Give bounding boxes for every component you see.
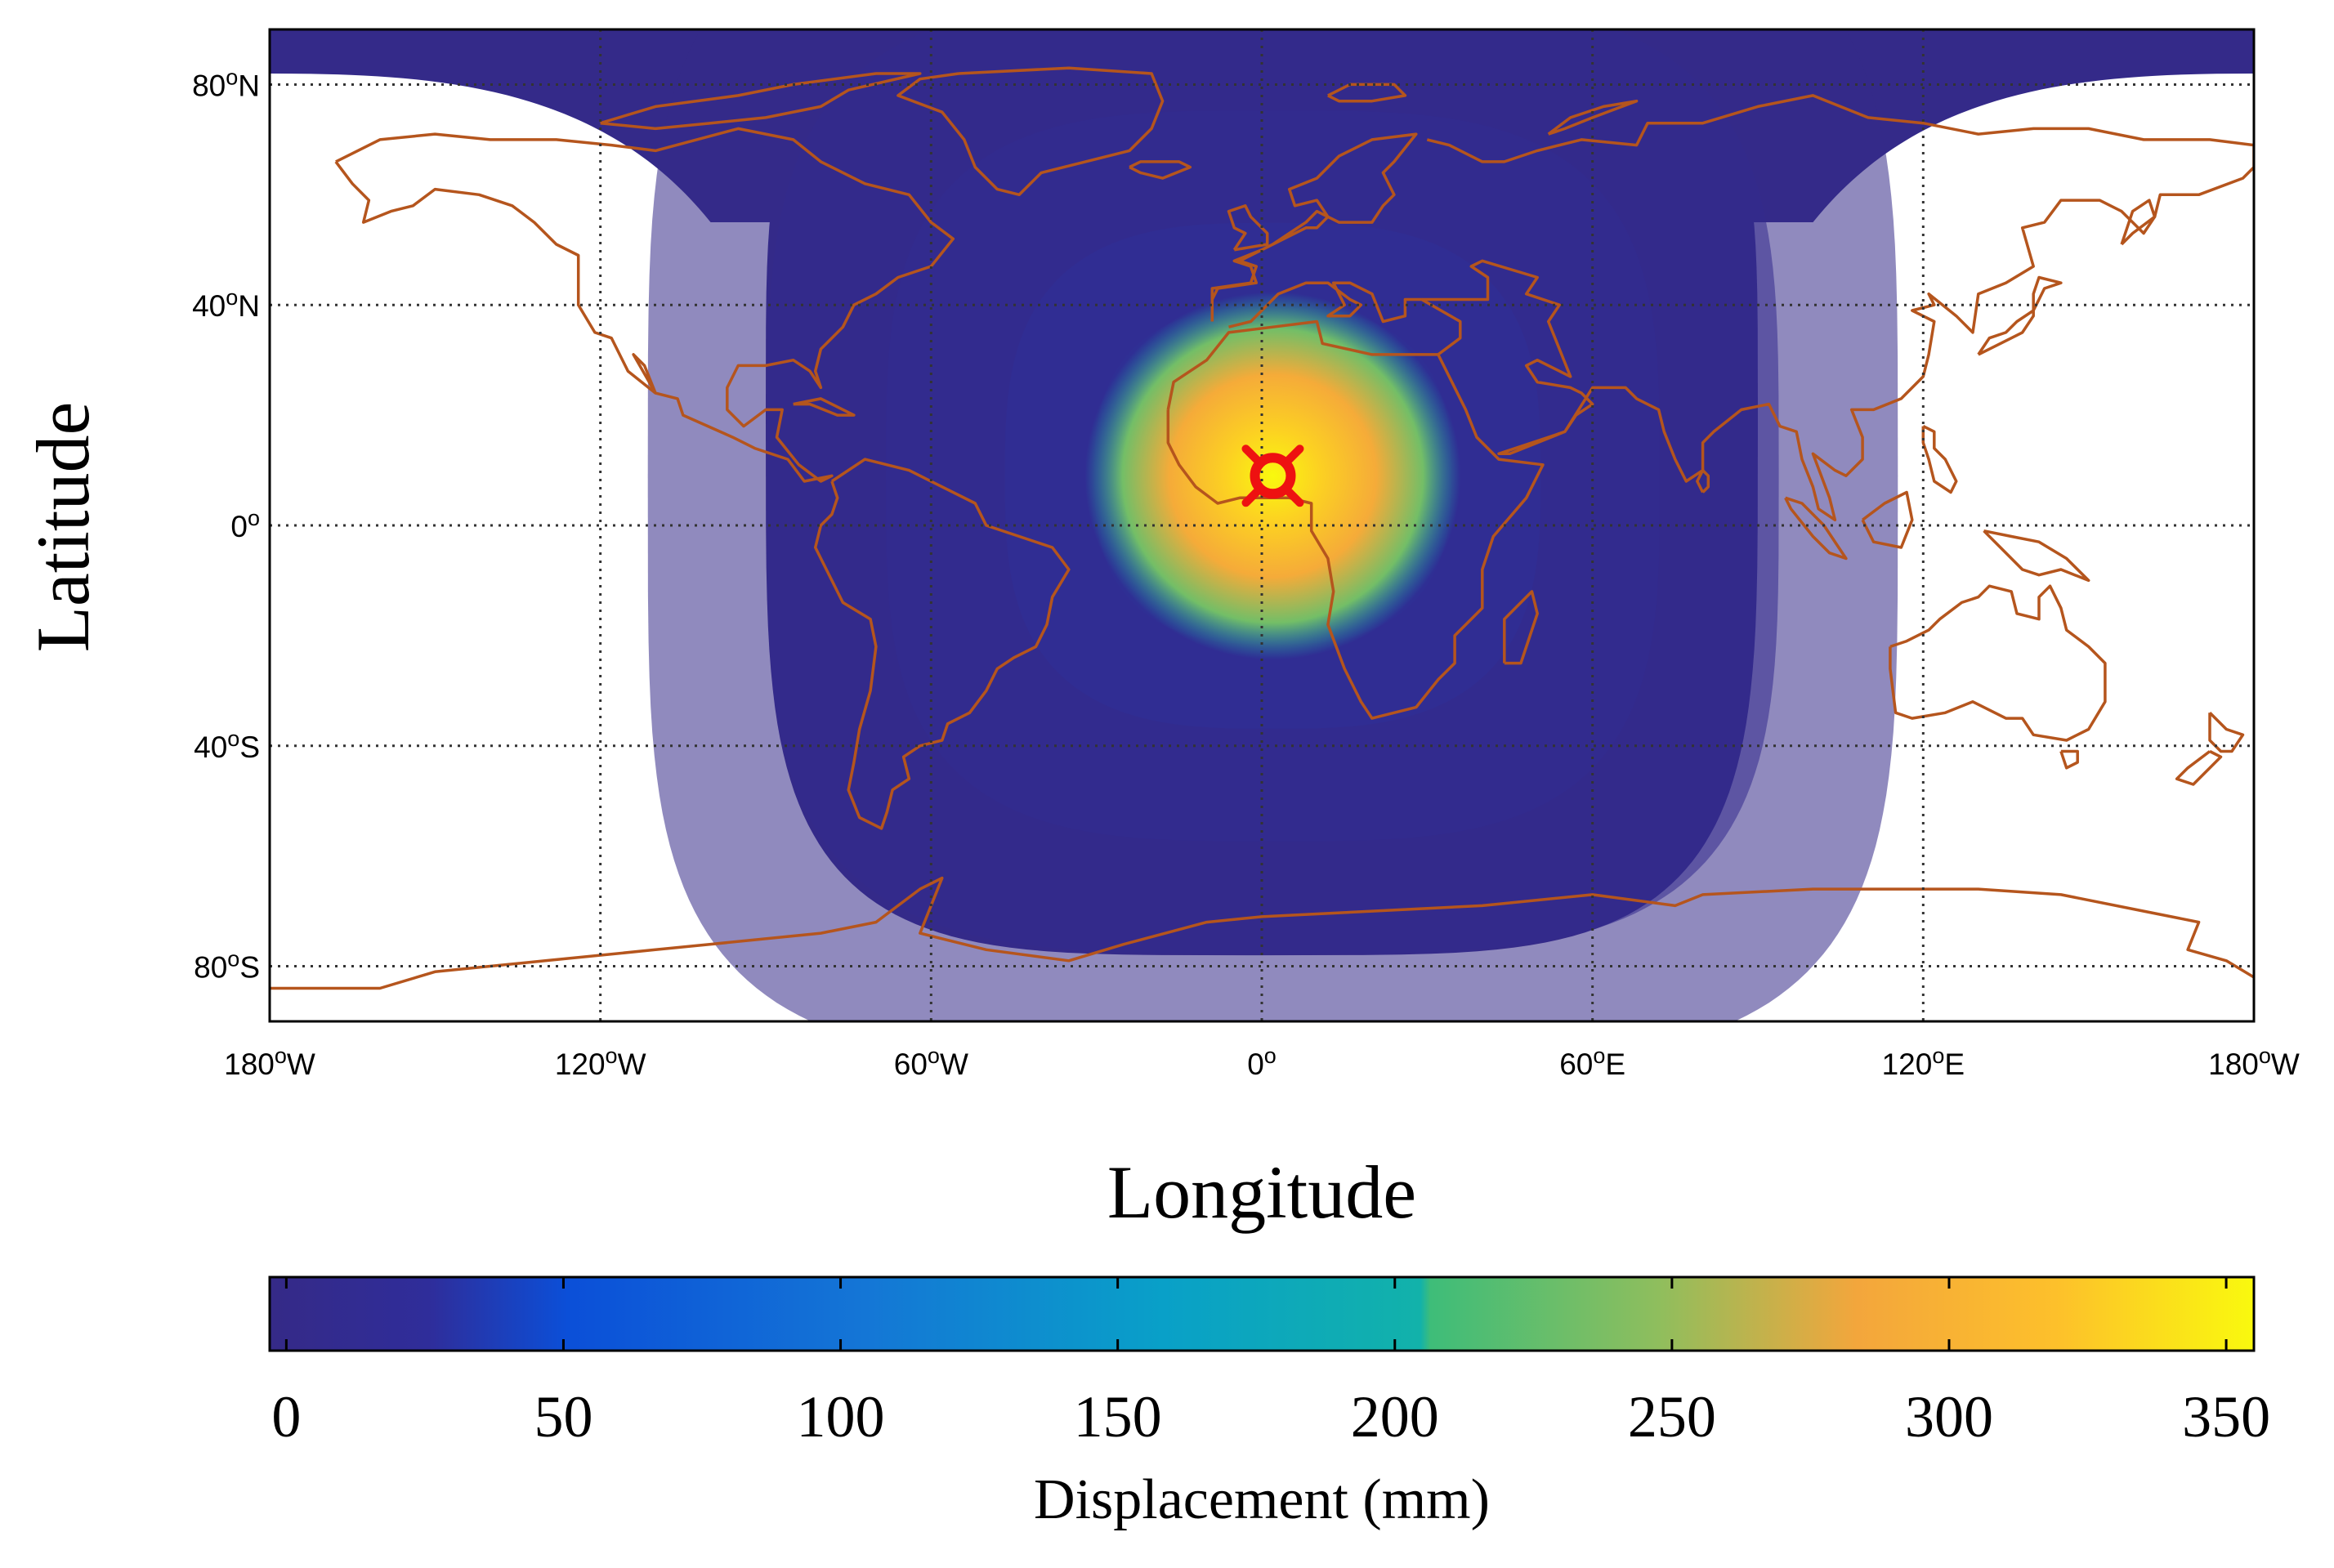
source-marker-spike-3 (1285, 488, 1304, 507)
displacement-peak (1084, 292, 1461, 660)
source-marker-ring (1250, 453, 1296, 499)
colorbar-tick-label-350: 350 (2182, 1384, 2270, 1450)
y-tick-label-80: 80oN (192, 65, 260, 102)
coastline-cuba (793, 397, 856, 417)
x-tick-label-180: 180oW (2208, 1043, 2300, 1081)
coastline-north-america (334, 127, 955, 483)
y-tick-label-40: 40oN (192, 285, 260, 323)
coastline-europe (1210, 132, 1418, 322)
coastline-tasmania (2059, 749, 2079, 770)
colorbar-tick-label-50: 50 (534, 1384, 592, 1450)
coastline-indonesia (1784, 496, 1848, 561)
plot-frame (268, 28, 2256, 1023)
coastline-sri-lanka (1696, 468, 1710, 494)
x-tick-label--180: 180oW (224, 1043, 315, 1081)
colorbar-tick-label-200: 200 (1351, 1384, 1439, 1450)
coastline-kamchatka (2120, 199, 2157, 246)
source-marker-spike-1 (1285, 444, 1304, 464)
source-marker-spike-2 (1241, 488, 1261, 507)
x-tick-label--120: 120oW (555, 1043, 646, 1081)
source-marker-spike-0 (1241, 444, 1261, 464)
coastlines (270, 66, 2254, 990)
coastline-novaya-zemlya (1547, 99, 1639, 136)
colorbar-tick-label-100: 100 (797, 1384, 885, 1450)
colorbar-label: Displacement (mm) (1034, 1468, 1490, 1531)
coastline-south-america (813, 458, 1071, 830)
colorbar-tick-label-250: 250 (1628, 1384, 1716, 1450)
x-axis-title: Longitude (1107, 1150, 1416, 1234)
coastline-canadian-arctic (600, 72, 922, 131)
coastline-madagascar (1503, 590, 1539, 665)
y-tick-label--40: 40oS (194, 726, 260, 764)
x-tick-label-60: 60oE (1559, 1043, 1625, 1081)
colorbar-tick-label-0: 0 (271, 1384, 301, 1450)
colorbar-tick-label-300: 300 (1905, 1384, 1993, 1450)
coastline-borneo (1861, 490, 1914, 549)
x-tick-label--60: 60oW (894, 1043, 968, 1081)
y-tick-label-0: 0o (230, 506, 260, 543)
coastline-japan (1977, 275, 2063, 356)
coastline-iceland (1129, 160, 1192, 180)
coastline-new-zealand (2208, 712, 2245, 753)
coastline-asia (1421, 94, 2254, 522)
colorbar-tick-label-150: 150 (1074, 1384, 1162, 1450)
source-marker (1241, 444, 1304, 507)
y-tick-labels: 80oN 40oN 0o 40oS 80oS (192, 65, 260, 984)
coastline-antarctica (270, 876, 2254, 990)
x-tick-label-0: 0o (1247, 1043, 1277, 1081)
y-tick-label--80: 80oS (194, 947, 260, 985)
x-tick-label-120: 120oE (1882, 1043, 1965, 1081)
colorbar (268, 1275, 2256, 1352)
y-axis-title: Latitude (21, 402, 105, 653)
x-tick-labels: 180oW 120oW 60oW 0o 60oE 120oE 180oW (224, 1043, 2300, 1081)
coastline-new-guinea (1983, 529, 2090, 583)
coastline-mediterranean-north (1228, 281, 1462, 356)
coastline-new-zealand-south (2175, 749, 2223, 786)
coastline-britain (1227, 204, 1269, 252)
coastline-greenland (896, 66, 1165, 197)
coastline-philippines (1921, 425, 1958, 494)
gridlines (270, 29, 2254, 1021)
coastline-australia (1889, 584, 2107, 742)
colorbar-ticks: 0 50 100 150 200 250 300 350 (271, 1277, 2270, 1450)
